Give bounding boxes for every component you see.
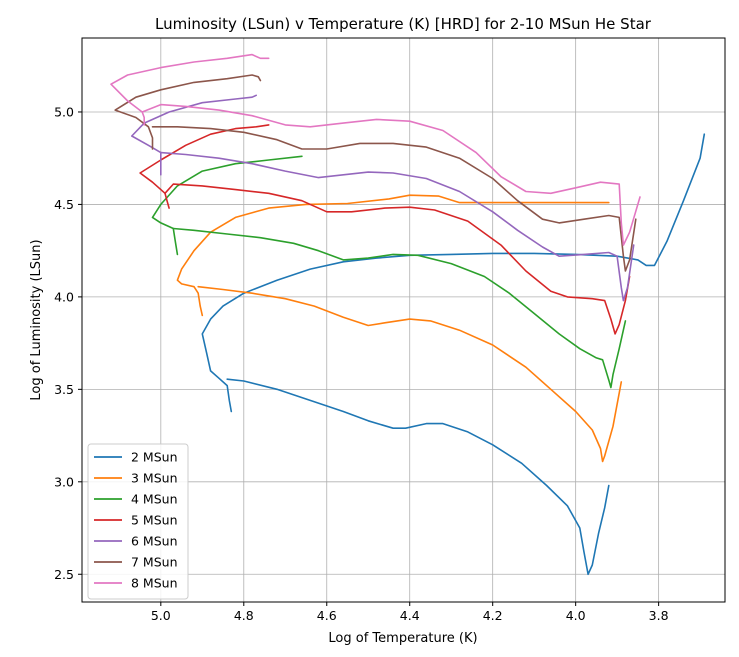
legend-label: 7 MSun xyxy=(131,555,178,570)
legend-label: 4 MSun xyxy=(131,492,178,507)
plot-frame xyxy=(81,37,726,603)
x-tick-label: 5.0 xyxy=(151,608,171,623)
y-tick-label: 4.0 xyxy=(54,289,74,304)
series-line-7-msun-main xyxy=(114,74,262,150)
legend-item-3-msun: 3 MSun xyxy=(94,471,178,486)
series-3-msun xyxy=(176,194,623,463)
y-tick-label: 4.5 xyxy=(54,197,74,212)
legend-item-5-msun: 5 MSun xyxy=(94,513,178,528)
series-line-6-msun-branch xyxy=(160,151,635,302)
x-tick-label: 4.0 xyxy=(566,608,586,623)
series-layer xyxy=(110,53,706,576)
y-tick-label: 5.0 xyxy=(54,104,74,119)
x-tick-label: 4.2 xyxy=(483,608,503,623)
series-line-2-msun-branch xyxy=(226,378,610,576)
x-tick-label: 4.6 xyxy=(317,608,337,623)
series-7-msun xyxy=(114,74,637,272)
legend-label: 8 MSun xyxy=(131,576,178,591)
series-line-2-msun-main xyxy=(201,133,706,413)
x-tick-label: 3.8 xyxy=(649,608,669,623)
legend-item-8-msun: 8 MSun xyxy=(94,576,178,591)
x-axis-title: Log of Temperature (K) xyxy=(328,631,477,646)
plot-area xyxy=(110,53,706,576)
legend-item-4-msun: 4 MSun xyxy=(94,492,178,507)
chart-title: Luminosity (LSun) v Temperature (K) [HRD… xyxy=(155,15,652,33)
y-axis-ticks: 2.5 3.0 3.5 4.0 4.5 5.0 xyxy=(54,104,82,582)
y-tick-label: 3.5 xyxy=(54,382,74,397)
series-line-7-msun-branch xyxy=(151,126,637,272)
series-line-3-msun-branch xyxy=(197,285,623,463)
legend-frame xyxy=(87,443,189,600)
grid xyxy=(82,38,725,602)
legend-item-6-msun: 6 MSun xyxy=(94,534,178,549)
x-axis-ticks: 5.0 4.8 4.6 4.4 4.2 4.0 3.8 xyxy=(151,602,669,623)
series-line-8-msun-main xyxy=(110,53,270,126)
y-tick-label: 3.0 xyxy=(54,474,74,489)
x-tick-label: 4.4 xyxy=(400,608,420,623)
legend-item-7-msun: 7 MSun xyxy=(94,555,178,570)
legend: 2 MSun 3 MSun 4 MSun 5 MSun 6 MSun 7 MSun 8 MS… xyxy=(87,443,189,600)
legend-label: 2 MSun xyxy=(131,450,178,465)
y-axis-title: Log of Luminosity (LSun) xyxy=(29,239,44,400)
legend-label: 3 MSun xyxy=(131,471,178,486)
series-line-3-msun-main xyxy=(176,194,610,317)
series-line-4-msun-branch xyxy=(172,227,627,389)
y-tick-label: 2.5 xyxy=(54,567,74,582)
series-2-msun xyxy=(201,133,706,576)
legend-item-2-msun: 2 MSun xyxy=(94,450,178,465)
series-line-5-msun-branch xyxy=(164,183,631,335)
legend-label: 5 MSun xyxy=(131,513,178,528)
x-tick-label: 4.8 xyxy=(234,608,254,623)
series-line-8-msun-branch xyxy=(141,103,641,246)
series-8-msun xyxy=(110,53,641,246)
legend-label: 6 MSun xyxy=(131,534,178,549)
